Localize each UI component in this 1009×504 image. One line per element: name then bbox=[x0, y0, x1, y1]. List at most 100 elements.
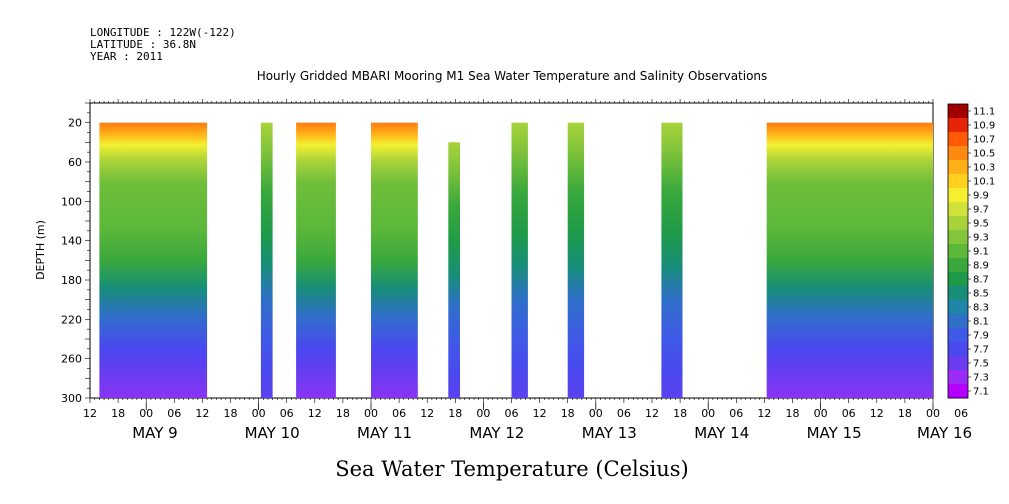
x-hour-tick-label: 18 bbox=[111, 407, 125, 420]
x-hour-tick-label: 12 bbox=[83, 407, 97, 420]
x-hour-tick-label: 18 bbox=[561, 407, 575, 420]
colorbar-label: 8.7 bbox=[973, 275, 989, 286]
x-day-label: MAY 10 bbox=[245, 424, 300, 442]
colorbar-label: 8.1 bbox=[973, 317, 989, 328]
x-hour-tick-label: 00 bbox=[139, 407, 153, 420]
y-tick-label: 140 bbox=[61, 235, 82, 248]
data-segment bbox=[661, 122, 683, 398]
y-axis: 20 60 100 140 180 220 260 300 bbox=[61, 102, 90, 405]
x-hour-tick-label: 12 bbox=[870, 407, 884, 420]
x-day-label: MAY 14 bbox=[694, 424, 749, 442]
x-day-label: MAY 13 bbox=[582, 424, 637, 442]
data-segment bbox=[567, 122, 585, 398]
x-day-label: MAY 11 bbox=[357, 424, 412, 442]
y-tick-label: 180 bbox=[61, 274, 82, 287]
x-hour-tick-label: 12 bbox=[420, 407, 434, 420]
data-segment bbox=[766, 122, 933, 398]
colorbar-swatch bbox=[948, 286, 968, 301]
colorbar-swatch bbox=[948, 146, 968, 161]
colorbar-label: 9.5 bbox=[973, 219, 989, 230]
x-hour-tick-label: 06 bbox=[392, 407, 406, 420]
data-segment bbox=[296, 122, 336, 398]
colorbar-swatch bbox=[948, 314, 968, 329]
x-hour-tick-label: 06 bbox=[505, 407, 519, 420]
colorbar-label: 8.3 bbox=[973, 303, 989, 314]
data-segment bbox=[511, 122, 528, 398]
colorbar-label: 10.3 bbox=[973, 163, 995, 174]
x-hour-tick-label: 18 bbox=[448, 407, 462, 420]
colorbar-label: 9.3 bbox=[973, 233, 989, 244]
x-hour-tick-label: 00 bbox=[252, 407, 266, 420]
colorbar-swatch bbox=[948, 132, 968, 147]
x-hour-tick-label: 12 bbox=[757, 407, 771, 420]
colorbar-label: 10.7 bbox=[973, 135, 995, 146]
data-segment bbox=[371, 122, 418, 398]
x-hour-tick-label: 18 bbox=[336, 407, 350, 420]
y-tick-label: 100 bbox=[61, 195, 82, 208]
data-segment bbox=[448, 142, 460, 398]
year-label: YEAR : 2011 bbox=[90, 50, 163, 63]
colorbar-label: 8.5 bbox=[973, 289, 989, 300]
x-day-label: MAY 12 bbox=[469, 424, 524, 442]
colorbar-label: 10.5 bbox=[973, 149, 995, 160]
colorbar-swatch bbox=[948, 104, 968, 119]
x-hour-tick-label: 06 bbox=[842, 407, 856, 420]
x-day-label: MAY 16 bbox=[917, 424, 972, 442]
longitude-label: LONGITUDE : 122W(-122) bbox=[90, 26, 236, 39]
colorbar-swatch bbox=[948, 272, 968, 287]
latitude-label: LATITUDE : 36.8N bbox=[90, 38, 196, 51]
chart-title: Hourly Gridded MBARI Mooring M1 Sea Wate… bbox=[257, 69, 768, 83]
x-day-label: MAY 15 bbox=[807, 424, 862, 442]
colorbar-label: 7.9 bbox=[973, 331, 989, 342]
colorbar-swatch bbox=[948, 244, 968, 259]
colorbar-label: 9.9 bbox=[973, 191, 989, 202]
colorbar-label: 7.1 bbox=[973, 387, 989, 398]
y-tick-label: 60 bbox=[68, 156, 82, 169]
x-hour-tick-label: 00 bbox=[926, 407, 940, 420]
x-hour-tick-label: 00 bbox=[589, 407, 603, 420]
colorbar-swatch bbox=[948, 258, 968, 273]
x-hour-tick-label: 06 bbox=[617, 407, 631, 420]
colorbar-label: 7.5 bbox=[973, 359, 989, 370]
colorbar-swatch bbox=[948, 328, 968, 343]
x-hour-tick-label: 06 bbox=[729, 407, 743, 420]
colorbar-label: 10.9 bbox=[973, 121, 995, 132]
colorbar-swatch bbox=[948, 160, 968, 175]
colorbar-label: 10.1 bbox=[973, 177, 995, 188]
x-hour-tick-label: 06 bbox=[167, 407, 181, 420]
x-hour-tick-label: 00 bbox=[701, 407, 715, 420]
colorbar-swatch bbox=[948, 356, 968, 371]
colorbar-swatch bbox=[948, 370, 968, 385]
y-tick-label: 300 bbox=[61, 392, 82, 405]
colorbar-swatch bbox=[948, 342, 968, 357]
x-hour-tick-label: 12 bbox=[645, 407, 659, 420]
x-hour-tick-label: 18 bbox=[898, 407, 912, 420]
colorbar-label: 8.9 bbox=[973, 261, 989, 272]
x-hour-tick-label: 12 bbox=[195, 407, 209, 420]
colorbar-label: 9.1 bbox=[973, 247, 989, 258]
colorbar-swatch bbox=[948, 230, 968, 245]
colorbar-label: 9.7 bbox=[973, 205, 989, 216]
colorbar-swatch bbox=[948, 118, 968, 133]
colorbar-label: 7.7 bbox=[973, 345, 989, 356]
x-hour-tick-label: 00 bbox=[364, 407, 378, 420]
colorbar-swatch bbox=[948, 188, 968, 203]
x-hour-tick-label: 18 bbox=[673, 407, 687, 420]
colorbar: 11.1 10.9 10.7 10.5 10.3 10.1 9.9 9.7 9.5 9.3 9.1 8… bbox=[947, 103, 995, 399]
data-segment bbox=[99, 122, 208, 398]
x-hour-tick-label: 12 bbox=[308, 407, 322, 420]
y-axis-label: DEPTH (m) bbox=[34, 220, 47, 280]
data-segment bbox=[260, 122, 273, 398]
x-day-label: MAY 9 bbox=[132, 424, 178, 442]
colorbar-swatch bbox=[948, 300, 968, 315]
colorbar-swatch bbox=[948, 216, 968, 231]
x-hour-tick-label: 18 bbox=[786, 407, 800, 420]
colorbar-swatch bbox=[948, 384, 968, 399]
data-segments bbox=[99, 122, 933, 398]
colorbar-swatch bbox=[948, 174, 968, 189]
x-hour-tick-label: 00 bbox=[814, 407, 828, 420]
x-hour-tick-label: 06 bbox=[954, 407, 968, 420]
x-axis-label: Sea Water Temperature (Celsius) bbox=[335, 457, 689, 481]
x-hour-tick-label: 18 bbox=[224, 407, 238, 420]
